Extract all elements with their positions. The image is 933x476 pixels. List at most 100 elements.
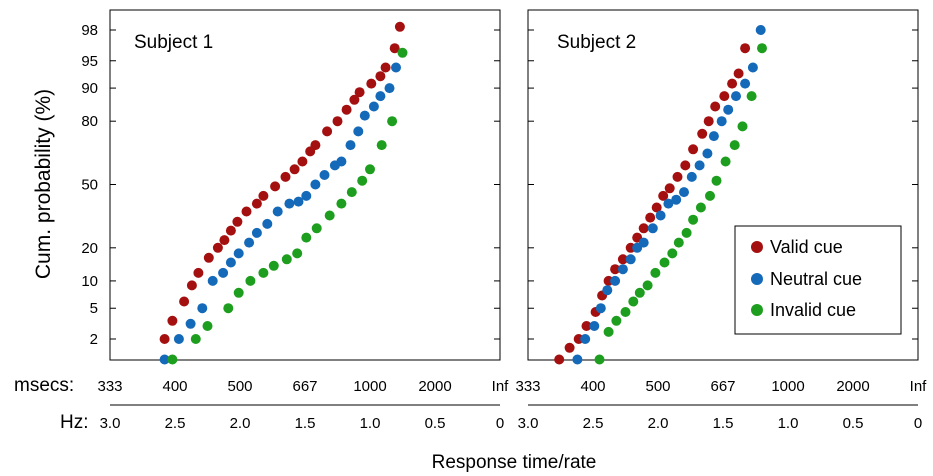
data-point-neutral-cue — [293, 196, 304, 207]
data-point-invalid-cue — [642, 280, 653, 291]
msecs-tick-label: 333 — [97, 378, 122, 395]
data-point-valid-cue — [564, 342, 575, 353]
data-point-neutral-cue — [310, 179, 321, 190]
data-point-neutral-cue — [159, 354, 170, 365]
msecs-tick-label: Inf — [910, 378, 928, 395]
data-point-invalid-cue — [357, 175, 368, 186]
data-point-valid-cue — [354, 87, 365, 98]
data-point-valid-cue — [179, 296, 190, 307]
data-point-neutral-cue — [617, 264, 628, 275]
data-point-neutral-cue — [197, 303, 208, 314]
data-point-neutral-cue — [663, 198, 674, 209]
data-point-valid-cue — [332, 116, 343, 127]
msecs-tick-label: Inf — [492, 378, 510, 395]
hz-tick-label: 2.0 — [648, 415, 669, 432]
data-point-valid-cue — [710, 101, 721, 112]
data-point-neutral-cue — [251, 227, 262, 238]
axes-frame-subject-1 — [109, 9, 501, 361]
data-point-invalid-cue — [673, 237, 684, 248]
data-point-valid-cue — [703, 116, 714, 127]
data-point-neutral-cue — [694, 160, 705, 171]
data-point-invalid-cue — [311, 223, 322, 234]
data-point-valid-cue — [610, 264, 621, 275]
msecs-tick-label: 1000 — [353, 378, 386, 395]
msecs-tick-label: 400 — [162, 378, 187, 395]
hz-tick-label: 0.5 — [843, 415, 864, 432]
hz-tick-label: 2.0 — [230, 415, 251, 432]
data-point-valid-cue — [733, 68, 744, 79]
data-point-valid-cue — [159, 334, 170, 344]
data-point-valid-cue — [697, 128, 708, 139]
hz-tick-label: 2.5 — [583, 415, 604, 432]
data-point-neutral-cue — [716, 116, 727, 127]
x-axis-label: Response time/rate — [432, 452, 597, 473]
y-tick-label: 50 — [81, 177, 98, 194]
data-point-neutral-cue — [580, 334, 591, 344]
data-point-invalid-cue — [705, 190, 715, 201]
data-point-invalid-cue — [681, 227, 692, 238]
data-point-invalid-cue — [667, 248, 678, 259]
data-point-valid-cue — [688, 144, 699, 155]
data-point-invalid-cue — [376, 140, 387, 151]
data-point-valid-cue — [727, 78, 738, 89]
data-point-valid-cue — [349, 94, 360, 105]
data-point-invalid-cue — [324, 210, 335, 221]
bottom-tick-labels-subject-2: 333 3.0 400 2.5 500 2.0 667 1.5 1000 1.0 2000 0.5 In… — [515, 378, 927, 432]
y-tick-label: 95 — [81, 53, 98, 70]
data-point-invalid-cue — [650, 267, 661, 278]
data-point-invalid-cue — [603, 326, 614, 337]
data-point-valid-cue — [680, 160, 691, 171]
data-point-valid-cue — [389, 43, 400, 54]
y-axis-label: Cum. probability (%) — [32, 89, 55, 279]
data-point-valid-cue — [186, 280, 197, 291]
data-point-invalid-cue — [202, 321, 213, 331]
data-point-invalid-cue — [634, 287, 645, 298]
data-point-neutral-cue — [595, 303, 606, 314]
data-point-neutral-cue — [368, 101, 379, 112]
data-point-neutral-cue — [384, 83, 395, 94]
data-point-neutral-cue — [679, 187, 689, 198]
y-tick-label: 20 — [81, 240, 98, 257]
data-point-valid-cue — [645, 212, 656, 223]
data-point-neutral-cue — [359, 110, 370, 121]
data-point-neutral-cue — [755, 25, 766, 35]
data-point-invalid-cue — [397, 47, 408, 58]
data-point-neutral-cue — [233, 248, 244, 259]
data-point-invalid-cue — [233, 287, 244, 298]
data-point-valid-cue — [241, 206, 252, 217]
data-point-valid-cue — [258, 190, 269, 201]
data-point-invalid-cue — [611, 315, 622, 326]
data-point-neutral-cue — [708, 131, 719, 142]
msecs-row-label: msecs: — [14, 375, 74, 396]
hz-tick-label: 0 — [496, 415, 504, 432]
data-point-neutral-cue — [225, 257, 236, 268]
data-point-invalid-cue — [346, 187, 357, 198]
data-point-neutral-cue — [572, 354, 583, 365]
hz-tick-label: 0 — [914, 415, 922, 432]
y-ticks-subject-1: 2 5 10 20 50 80 90 95 98 — [81, 22, 500, 348]
y-tick-label: 2 — [90, 331, 98, 348]
msecs-tick-label: 500 — [645, 378, 670, 395]
legend-label-valid-cue: Valid cue — [770, 237, 843, 257]
data-point-valid-cue — [380, 62, 391, 73]
data-point-valid-cue — [289, 164, 300, 175]
data-point-neutral-cue — [671, 194, 682, 205]
legend-marker-neutral-cue — [751, 273, 763, 285]
hz-tick-label: 1.5 — [295, 415, 316, 432]
legend: Valid cue Neutral cue Invalid cue — [734, 225, 902, 335]
data-point-invalid-cue — [620, 307, 631, 317]
data-point-invalid-cue — [688, 214, 699, 225]
data-point-neutral-cue — [218, 267, 229, 278]
data-point-neutral-cue — [740, 78, 751, 89]
data-points-subject-2 — [554, 25, 767, 365]
data-point-invalid-cue — [167, 354, 178, 365]
data-point-valid-cue — [232, 216, 243, 227]
y-tick-label: 80 — [81, 113, 98, 130]
data-point-valid-cue — [366, 78, 377, 89]
y-tick-label: 5 — [90, 300, 98, 317]
data-point-invalid-cue — [268, 260, 279, 271]
hz-tick-label: 1.5 — [713, 415, 734, 432]
data-point-valid-cue — [664, 183, 675, 194]
data-point-neutral-cue — [336, 156, 347, 167]
msecs-tick-label: 667 — [710, 378, 735, 395]
